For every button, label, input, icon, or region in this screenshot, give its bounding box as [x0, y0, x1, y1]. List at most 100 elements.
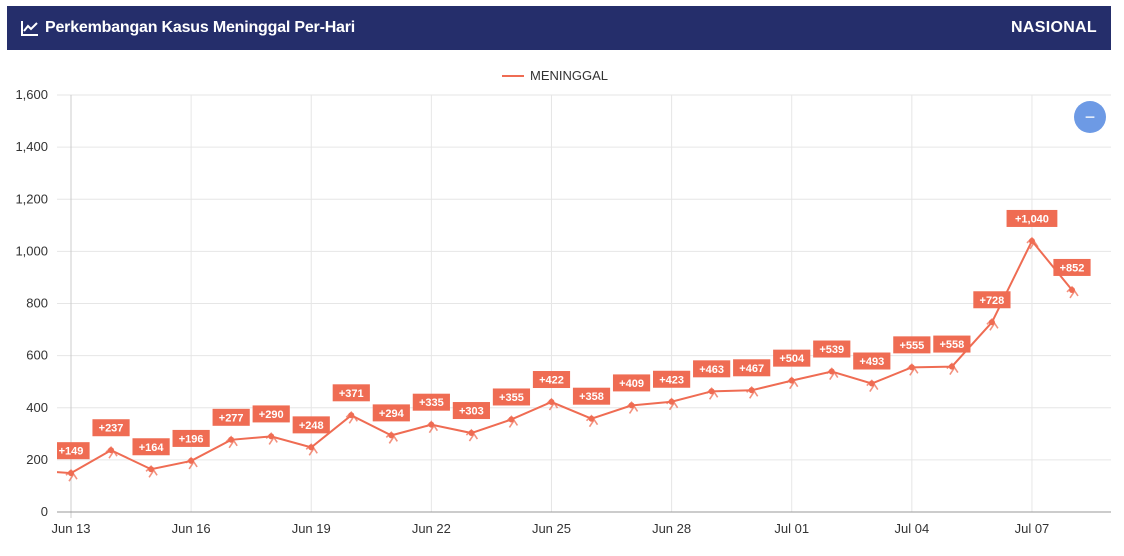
- data-label-box: [693, 360, 731, 378]
- data-label-box: [813, 340, 851, 358]
- data-point: [425, 420, 439, 434]
- data-label: +164: [132, 438, 170, 456]
- point-glyph: [1026, 236, 1039, 250]
- x-tick-label: Jul 07: [1015, 521, 1050, 536]
- data-label-text: +164: [139, 442, 165, 454]
- x-tick-label: Jun 25: [532, 521, 571, 536]
- point-glyph: [265, 432, 278, 445]
- data-label-text: +248: [299, 420, 324, 432]
- point-glyph: [425, 420, 439, 434]
- y-tick-label: 1,200: [15, 191, 48, 206]
- data-point: [345, 411, 358, 424]
- point-glyph: [65, 468, 78, 482]
- data-label-text: +149: [59, 446, 84, 458]
- x-tick-label: Jun 16: [172, 521, 211, 536]
- data-point: [385, 431, 398, 444]
- data-label: +409: [612, 374, 651, 392]
- point-glyph: [225, 435, 238, 449]
- data-point: [1066, 285, 1079, 299]
- data-label: +371: [332, 384, 370, 402]
- data-point: [625, 401, 639, 414]
- data-label: +149: [57, 442, 90, 460]
- point-glyph: [625, 401, 639, 414]
- data-label: +423: [653, 370, 691, 388]
- data-label: +555: [893, 336, 931, 354]
- data-label-text: +539: [819, 344, 844, 356]
- data-point: [305, 443, 318, 456]
- data-label-box: [853, 352, 891, 370]
- data-label-text: +504: [779, 353, 805, 365]
- data-point: [225, 435, 238, 449]
- minus-icon: −: [1084, 106, 1096, 127]
- data-label-box: [773, 349, 811, 367]
- y-tick-label: 600: [26, 348, 48, 363]
- point-glyph: [105, 445, 118, 459]
- data-point: [26, 467, 37, 478]
- x-tick-label: Jun 22: [412, 521, 451, 536]
- point-glyph: [946, 362, 959, 376]
- point-glyph: [465, 428, 479, 442]
- data-point: [105, 445, 118, 459]
- data-point: [666, 397, 679, 411]
- data-label-box: [92, 419, 130, 437]
- data-point: [545, 397, 559, 411]
- data-label-box: [653, 370, 691, 388]
- grid-layer: [57, 94, 1111, 513]
- line-chart-icon: [21, 21, 38, 36]
- legend-swatch: [502, 74, 524, 77]
- x-tick-label: Jul 04: [894, 521, 929, 536]
- data-label-box: [733, 359, 771, 377]
- data-label-text: +196: [179, 433, 204, 445]
- data-label-box: [252, 405, 290, 423]
- data-label: +539: [813, 340, 851, 358]
- data-label-text: +303: [459, 406, 484, 418]
- data-label: +852: [1053, 258, 1091, 276]
- data-point: [465, 428, 479, 442]
- data-label-box: [132, 438, 170, 456]
- data-label-text: +423: [659, 374, 684, 386]
- data-label-box: [332, 384, 370, 402]
- data-label-box: [172, 429, 210, 447]
- point-glyph: [906, 363, 919, 376]
- data-label: +248: [292, 416, 330, 434]
- data-label: +358: [572, 387, 611, 405]
- data-label-text: +237: [99, 423, 124, 435]
- x-tick-label: Jun 19: [292, 521, 331, 536]
- point-glyph: [545, 397, 559, 411]
- data-label-text: +290: [259, 409, 284, 421]
- data-label: +467: [733, 359, 771, 377]
- data-point: [786, 376, 799, 390]
- data-label: +237: [92, 419, 130, 437]
- data-point: [866, 379, 879, 392]
- data-label-text: +1,040: [1015, 213, 1049, 225]
- y-tick-label: 1,600: [15, 87, 48, 102]
- data-point: [986, 318, 999, 331]
- data-point: [65, 468, 78, 482]
- data-point: [585, 414, 599, 428]
- data-label: +728: [973, 291, 1011, 309]
- data-label: +493: [853, 352, 891, 370]
- data-label-text: +355: [499, 392, 524, 404]
- x-tick-label: Jun 28: [652, 521, 691, 536]
- point-glyph: [385, 431, 398, 444]
- x-tick-label: Jun 13: [51, 521, 90, 536]
- data-point: [1026, 236, 1039, 250]
- region-badge: NASIONAL: [1011, 19, 1097, 36]
- data-label: +1,040: [1006, 209, 1058, 227]
- data-label-box: [532, 371, 571, 389]
- data-label: +335: [412, 393, 450, 411]
- point-glyph: [1066, 285, 1079, 299]
- point-glyph: [986, 318, 999, 331]
- data-point: [826, 367, 839, 380]
- data-label-box: [1006, 209, 1058, 227]
- collapse-button[interactable]: −: [1074, 101, 1106, 133]
- data-label-text: +728: [980, 295, 1005, 307]
- data-label-text: +558: [939, 339, 964, 351]
- chart-title: Perkembangan Kasus Meninggal Per-Hari: [45, 19, 356, 36]
- y-tick-label: 1,400: [15, 139, 48, 154]
- point-glyph: [866, 379, 879, 392]
- legend[interactable]: MENINGGAL: [502, 68, 608, 83]
- data-point: [265, 432, 278, 445]
- data-point: [706, 387, 719, 400]
